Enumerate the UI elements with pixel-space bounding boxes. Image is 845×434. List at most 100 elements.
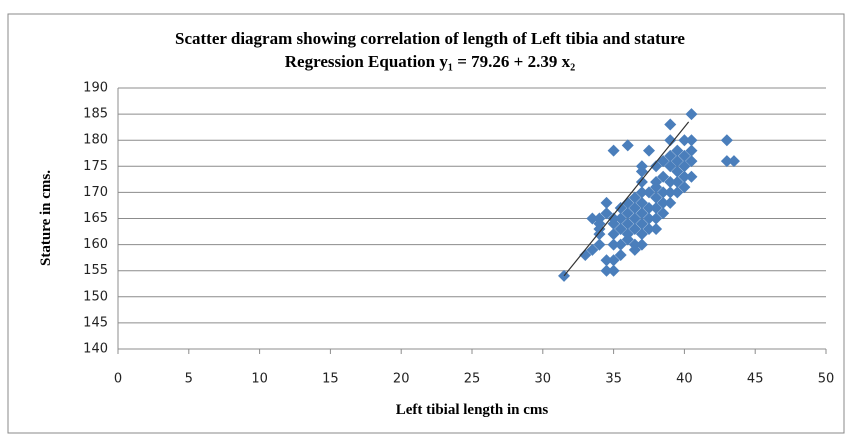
data-point [586, 212, 599, 225]
data-point [664, 160, 677, 173]
data-point [635, 228, 648, 241]
data-point [650, 202, 663, 215]
x-tick-label: 30 [535, 372, 552, 387]
y-tick-label: 190 [83, 81, 108, 96]
data-point [614, 238, 627, 251]
data-point [607, 144, 620, 157]
data-point [607, 238, 620, 251]
data-point [607, 228, 620, 241]
x-tick-label: 5 [185, 372, 193, 387]
data-point [635, 186, 648, 199]
y-tick-label: 145 [83, 315, 108, 330]
data-point [593, 212, 606, 225]
data-point [657, 196, 670, 209]
data-point [664, 149, 677, 162]
y-tick-label: 185 [83, 107, 108, 122]
data-point [643, 212, 655, 225]
chart-subtitle: Regression Equation y₁ = 79.26 + 2.39 x₂ [285, 52, 575, 71]
data-point [635, 160, 648, 173]
x-tick-label: 20 [393, 372, 410, 387]
y-tick-label: 160 [83, 237, 108, 252]
x-axis-label: Left tibial length in cms [396, 402, 549, 418]
data-point [650, 175, 663, 188]
data-point [720, 134, 733, 147]
data-point [678, 160, 691, 173]
data-point [671, 165, 684, 178]
data-point [664, 186, 677, 199]
data-point [650, 160, 663, 173]
data-point [600, 207, 613, 220]
data-point [657, 207, 670, 220]
data-point [635, 238, 648, 251]
data-point [579, 249, 592, 262]
data-point [635, 207, 648, 220]
data-point [628, 202, 641, 215]
data-point [685, 170, 698, 183]
data-point [650, 191, 663, 204]
data-point [643, 222, 655, 235]
chart-title: Scatter diagram showing correlation of l… [175, 29, 685, 48]
data-point [650, 212, 663, 225]
data-point [586, 243, 599, 256]
data-point [621, 139, 634, 152]
y-tick-label: 175 [83, 159, 108, 174]
data-point [600, 264, 613, 277]
data-point [628, 238, 641, 251]
data-point [600, 196, 613, 209]
data-point [678, 134, 691, 147]
data-point [621, 217, 634, 230]
trendline [563, 121, 690, 277]
x-tick-label: 15 [322, 372, 339, 387]
data-point [628, 222, 641, 235]
data-point [678, 149, 691, 162]
y-tick-label: 180 [83, 133, 108, 148]
x-tick-label: 50 [818, 372, 835, 387]
data-point [643, 186, 655, 199]
data-point [614, 222, 627, 235]
data-point [593, 238, 606, 251]
data-point [643, 144, 655, 157]
data-point [657, 170, 670, 183]
x-tick-label: 0 [114, 372, 122, 387]
data-point [671, 186, 684, 199]
data-point [678, 181, 691, 194]
data-point [621, 196, 634, 209]
chart-frame [7, 13, 845, 434]
x-tick-label: 45 [747, 372, 764, 387]
data-point [685, 108, 698, 121]
data-point [720, 155, 733, 168]
data-point [635, 196, 648, 209]
data-point [614, 212, 627, 225]
data-point [671, 144, 684, 157]
data-point [600, 254, 613, 267]
y-tick-label: 165 [83, 211, 108, 226]
data-point [664, 118, 677, 131]
data-point [635, 217, 648, 230]
data-point [657, 186, 670, 199]
x-tick-label: 10 [251, 372, 268, 387]
data-point [685, 155, 698, 168]
data-point [607, 254, 620, 267]
data-point [727, 155, 740, 168]
data-point [614, 249, 627, 262]
data-point [635, 175, 648, 188]
data-point [671, 155, 684, 168]
data-point [614, 202, 627, 215]
data-point [628, 191, 641, 204]
y-tick-label: 140 [83, 342, 108, 357]
x-tick-label: 40 [676, 372, 693, 387]
data-point [664, 175, 677, 188]
data-point [643, 202, 655, 215]
data-point [621, 228, 634, 241]
data-point [621, 207, 634, 220]
data-point [664, 134, 677, 147]
y-tick-label: 155 [83, 263, 108, 278]
data-point [685, 134, 698, 147]
data-point [671, 175, 684, 188]
data-point [650, 222, 663, 235]
data-point [678, 170, 691, 183]
x-tick-label: 25 [464, 372, 481, 387]
data-point [664, 196, 677, 209]
y-tick-label: 170 [83, 185, 108, 200]
